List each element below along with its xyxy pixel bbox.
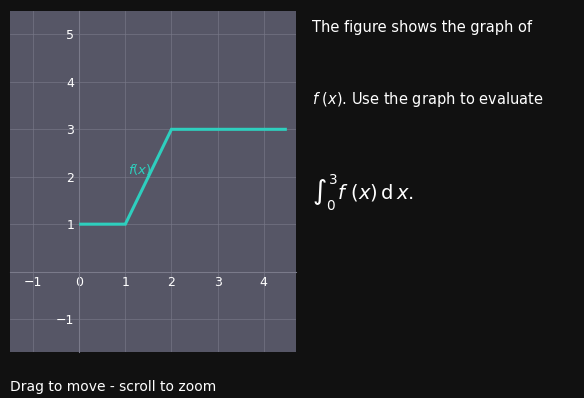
Text: Drag to move - scroll to zoom: Drag to move - scroll to zoom	[10, 380, 216, 394]
Text: The figure shows the graph of: The figure shows the graph of	[312, 20, 533, 35]
Text: $f\ (x)$. Use the graph to evaluate: $f\ (x)$. Use the graph to evaluate	[312, 90, 544, 109]
Text: $\int_0^3 f\ (x)\,\mathrm{d}\,x.$: $\int_0^3 f\ (x)\,\mathrm{d}\,x.$	[312, 173, 414, 213]
Text: $\it{f(x)}$: $\it{f(x)}$	[128, 162, 151, 178]
